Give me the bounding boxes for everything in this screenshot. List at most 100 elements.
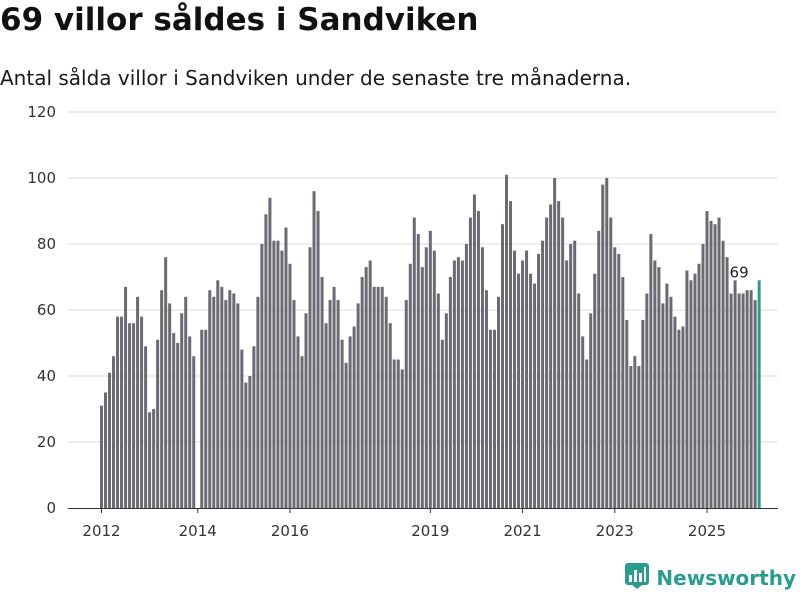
y-tick-label: 80 — [37, 235, 56, 253]
bar — [232, 293, 236, 508]
bar — [665, 283, 669, 508]
bar — [673, 316, 677, 508]
bar — [713, 224, 717, 508]
annotation: 69 — [730, 264, 749, 282]
bar — [468, 217, 472, 508]
bar — [472, 194, 476, 508]
y-tick-label: 60 — [37, 301, 56, 319]
bar — [721, 240, 725, 508]
bar — [264, 214, 268, 509]
bar — [753, 300, 757, 508]
bar — [400, 369, 404, 508]
bar — [316, 211, 320, 508]
bar — [573, 240, 577, 508]
bar — [601, 184, 605, 508]
y-tick-label: 40 — [37, 367, 56, 385]
bar — [412, 217, 416, 508]
bar — [248, 376, 252, 508]
bar — [416, 234, 420, 508]
bar — [104, 392, 108, 508]
bar — [745, 290, 749, 508]
bar — [444, 313, 448, 508]
bar — [629, 366, 633, 508]
bar — [380, 286, 384, 508]
bar — [212, 296, 216, 508]
bar — [280, 250, 284, 508]
bars — [100, 174, 761, 509]
bar — [288, 263, 292, 508]
bar — [585, 359, 589, 508]
bar-chart: 0 20 40 60 80 100 120 2012 2014 2016 2019 2021 2023… — [27, 103, 778, 540]
bar — [677, 329, 681, 508]
bar — [292, 300, 296, 508]
bar — [404, 300, 408, 508]
bar — [320, 277, 324, 508]
bar — [649, 234, 653, 508]
bar — [304, 313, 308, 508]
bar — [609, 217, 613, 508]
bar — [372, 286, 376, 508]
bar — [172, 333, 176, 508]
bar — [384, 296, 388, 508]
bar — [116, 316, 120, 508]
bar — [148, 412, 152, 508]
bar — [260, 244, 264, 508]
bar — [216, 280, 220, 508]
bar — [553, 178, 557, 508]
bar — [240, 349, 244, 508]
bar — [168, 303, 172, 508]
bar — [132, 323, 136, 508]
x-axis-ticks: 2012 2014 2016 2019 2021 2023 2025 — [82, 508, 726, 540]
bar — [517, 273, 521, 508]
bar — [420, 267, 424, 508]
bar — [136, 296, 140, 508]
bar — [428, 230, 432, 509]
bar — [737, 293, 741, 508]
chart-title: 69 villor såldes i Sandviken — [0, 2, 479, 38]
bar — [661, 303, 665, 508]
bar — [533, 283, 537, 508]
bar — [124, 286, 128, 508]
bar — [476, 211, 480, 508]
chart-subtitle: Antal sålda villor i Sandviken under de … — [0, 66, 632, 90]
bar — [537, 253, 541, 508]
bar — [352, 326, 356, 508]
bar — [488, 329, 492, 508]
bar — [128, 323, 132, 508]
bar — [557, 201, 561, 508]
brand-name: Newsworthy — [656, 566, 796, 590]
bar — [525, 250, 529, 508]
bar — [180, 313, 184, 508]
bar — [436, 293, 440, 508]
bar — [344, 362, 348, 508]
bar — [156, 339, 160, 508]
bar — [641, 319, 645, 508]
last-value-label: 69 — [730, 264, 749, 282]
bar — [228, 290, 232, 508]
bar — [565, 260, 569, 508]
bar — [569, 244, 573, 508]
x-tick-label: 2019 — [411, 522, 449, 540]
bar — [452, 260, 456, 508]
bar — [152, 409, 156, 508]
bar — [625, 319, 629, 508]
y-tick-label: 0 — [46, 499, 56, 517]
bar — [276, 240, 280, 508]
bar — [120, 316, 124, 508]
bar — [749, 290, 753, 508]
x-tick-label: 2021 — [503, 522, 541, 540]
bar — [296, 336, 300, 508]
bar — [593, 273, 597, 508]
bar — [252, 346, 256, 508]
bar — [208, 290, 212, 508]
bar — [549, 204, 553, 508]
bar — [244, 382, 248, 508]
bar — [613, 247, 617, 509]
bar — [440, 339, 444, 508]
y-tick-label: 20 — [37, 433, 56, 451]
y-axis-ticks: 0 20 40 60 80 100 120 — [27, 103, 56, 517]
bar — [396, 359, 400, 508]
bar — [392, 359, 396, 508]
bar — [112, 356, 116, 508]
bar — [464, 244, 468, 508]
